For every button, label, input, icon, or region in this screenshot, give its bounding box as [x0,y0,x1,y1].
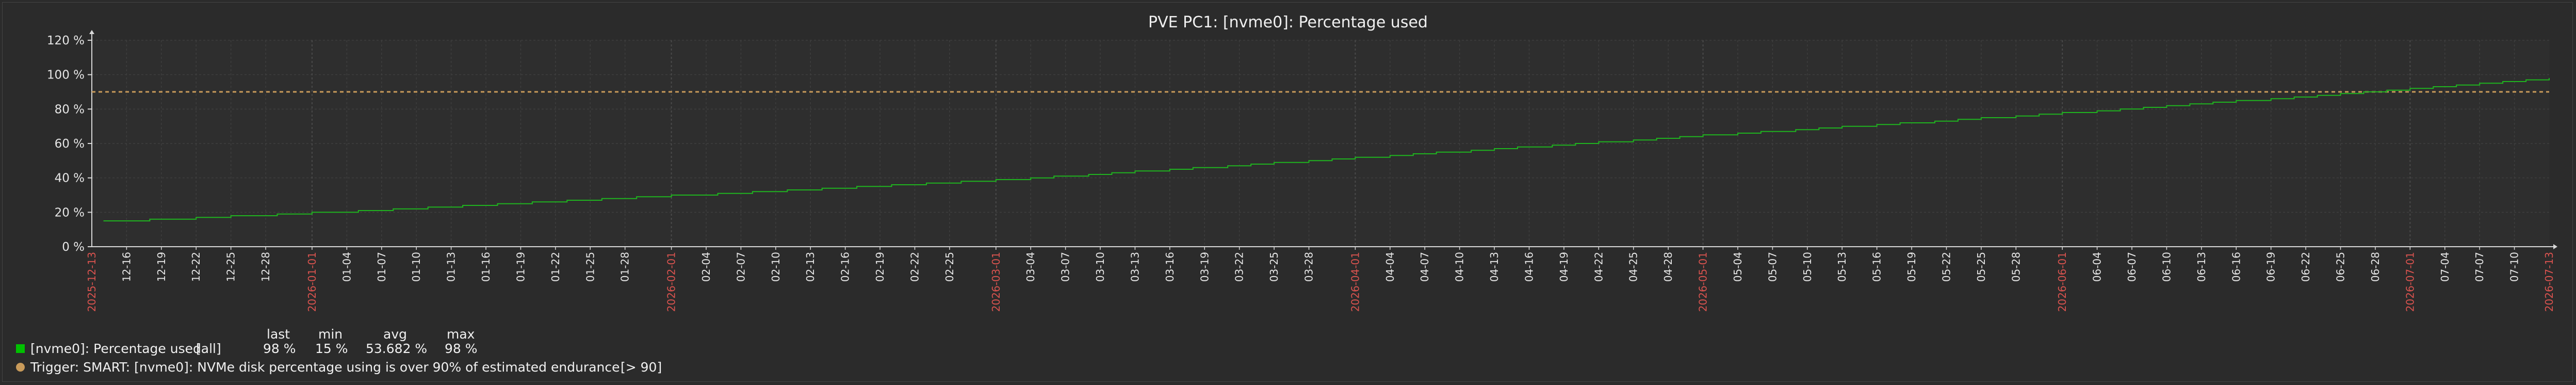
x-month-label: 2026-07-01 [2404,252,2416,312]
x-tick-label: 04-13 [1488,252,1501,282]
legend-series-last: 98 % [263,341,296,356]
x-tick-label: 02-07 [735,252,747,282]
x-tick-label: 01-07 [376,252,388,282]
y-tick-label: 120 % [47,34,85,47]
x-tick-label: 04-04 [1384,252,1396,282]
y-tick-label: 100 % [47,69,85,82]
series-line [103,78,2550,221]
x-tick-label: 02-19 [874,252,886,282]
x-tick-label: 06-07 [2126,252,2138,282]
x-tick-label: 06-16 [2230,252,2242,282]
legend-series-min: 15 % [315,341,348,356]
x-tick-label: 12-25 [225,252,237,282]
x-tick-label: 02-13 [804,252,817,282]
y-axis-arrow [89,30,94,34]
x-tick-label: 06-10 [2160,252,2173,282]
x-edge-label-start: 2025-12-13 [86,252,98,312]
x-tick-label: 03-13 [1129,252,1141,282]
x-tick-label: 05-22 [1940,252,1952,282]
x-tick-label: 01-25 [584,252,596,282]
x-tick-label: 01-10 [410,252,422,282]
x-tick-label: 06-04 [2091,252,2104,282]
y-tick-label: 60 % [55,137,85,151]
x-tick-label: 02-16 [839,252,852,282]
legend-series-label: [nvme0]: Percentage used [30,341,201,356]
x-tick-label: 01-16 [480,252,492,282]
x-edge-label-end: 2026-07-13 [2543,252,2555,312]
x-tick-label: 03-07 [1059,252,1072,282]
trigger-color-dot [16,363,25,372]
x-tick-label: 04-10 [1454,252,1466,282]
x-tick-label: 03-22 [1233,252,1246,282]
x-tick-label: 03-10 [1094,252,1106,282]
x-tick-label: 05-16 [1871,252,1883,282]
x-tick-label: 07-07 [2473,252,2486,282]
legend-header-max: max [447,327,475,342]
x-tick-label: 02-10 [770,252,782,282]
x-month-label: 2026-05-01 [1697,252,1709,312]
x-axis-arrow [2553,244,2557,249]
x-tick-label: 03-19 [1198,252,1211,282]
y-tick-label: 80 % [55,103,85,116]
legend-trigger-label: Trigger: SMART: [nvme0]: NVMe disk perce… [30,360,620,375]
y-tick-label: 40 % [55,172,85,185]
x-tick-label: 06-19 [2265,252,2277,282]
x-tick-label: 04-16 [1523,252,1535,282]
y-tick-label: 0 % [62,240,85,254]
series-color-swatch [16,344,25,353]
x-tick-label: 04-28 [1662,252,1674,282]
x-tick-label: 04-07 [1419,252,1431,282]
x-tick-label: 05-28 [2010,252,2022,282]
x-tick-label: 03-04 [1024,252,1037,282]
x-tick-label: 01-13 [445,252,458,282]
x-tick-label: 06-13 [2195,252,2208,282]
legend-series-func: [all] [196,341,221,356]
legend-header-last: last [267,327,290,342]
x-tick-label: 04-19 [1558,252,1570,282]
x-tick-label: 07-04 [2439,252,2451,282]
x-tick-label: 12-16 [120,252,133,282]
x-tick-label: 02-22 [908,252,921,282]
x-tick-label: 04-22 [1592,252,1605,282]
x-month-label: 2026-06-01 [2056,252,2068,312]
x-tick-label: 05-10 [1801,252,1814,282]
legend-series-avg: 53.682 % [366,341,428,356]
x-tick-label: 05-25 [1975,252,1987,282]
chart-title: PVE PC1: [nvme0]: Percentage used [1148,13,1428,31]
x-tick-label: 05-13 [1836,252,1848,282]
legend-header-min: min [318,327,343,342]
x-month-label: 2026-01-01 [306,252,318,312]
x-tick-label: 02-04 [700,252,712,282]
x-tick-label: 05-04 [1732,252,1744,282]
x-month-label: 2026-03-01 [990,252,1002,312]
x-tick-label: 01-22 [549,252,562,282]
x-tick-label: 12-22 [190,252,202,282]
x-tick-label: 06-25 [2335,252,2347,282]
x-tick-label: 04-25 [1627,252,1640,282]
x-tick-label: 12-28 [259,252,272,282]
legend-trigger-condition: [> 90] [621,360,662,375]
legend-series-max: 98 % [445,341,478,356]
x-month-label: 2026-04-01 [1349,252,1361,312]
x-tick-label: 03-28 [1303,252,1315,282]
legend-header-avg: avg [383,327,407,342]
y-tick-label: 20 % [55,206,85,219]
x-tick-label: 01-28 [619,252,631,282]
x-month-label: 2026-02-01 [665,252,678,312]
x-tick-label: 01-04 [340,252,353,282]
x-tick-label: 03-16 [1164,252,1176,282]
x-tick-label: 07-10 [2508,252,2521,282]
x-tick-label: 06-22 [2300,252,2312,282]
x-tick-label: 06-28 [2369,252,2382,282]
x-tick-label: 03-25 [1268,252,1280,282]
x-tick-label: 05-07 [1766,252,1779,282]
x-tick-label: 02-25 [943,252,956,282]
x-tick-label: 01-19 [514,252,527,282]
x-tick-label: 05-19 [1905,252,1918,282]
x-tick-label: 12-19 [155,252,168,282]
